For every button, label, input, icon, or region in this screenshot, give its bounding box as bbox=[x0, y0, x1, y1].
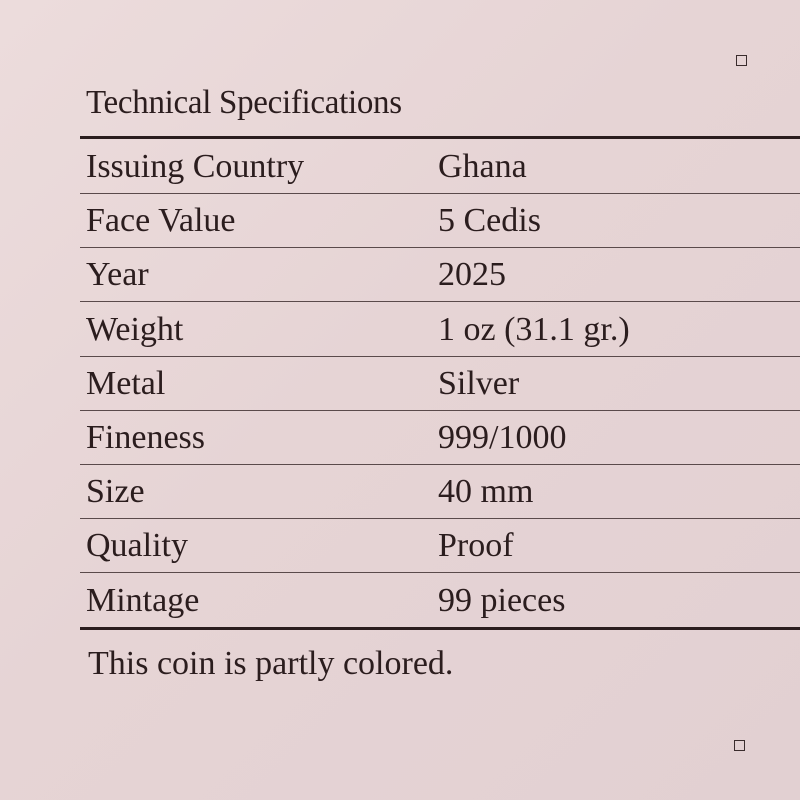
spec-row: Issuing Country Ghana bbox=[80, 140, 800, 194]
row-divider bbox=[80, 301, 800, 303]
spec-row: Mintage 99 pieces bbox=[80, 574, 800, 628]
spec-row: Size 40 mm bbox=[80, 465, 800, 519]
spec-row: Quality Proof bbox=[80, 519, 800, 573]
spec-note: This coin is partly colored. bbox=[88, 645, 454, 682]
spec-label: Size bbox=[86, 473, 145, 511]
spec-label: Fineness bbox=[86, 419, 205, 456]
spec-row: Metal Silver bbox=[80, 357, 800, 411]
spec-label: Quality bbox=[86, 527, 188, 565]
spec-label: Mintage bbox=[86, 581, 200, 619]
row-divider bbox=[80, 409, 800, 411]
spec-row: Weight 1 oz (31.1 gr.) bbox=[80, 303, 800, 357]
spec-label: Year bbox=[86, 256, 149, 294]
spec-row: Year 2025 bbox=[80, 248, 800, 302]
spec-row: Fineness 999/1000 bbox=[80, 411, 800, 465]
spec-value: 999/1000 bbox=[438, 419, 567, 456]
footer-rule bbox=[80, 627, 800, 630]
spec-value: Ghana bbox=[438, 148, 527, 185]
checkbox-icon-bottom bbox=[734, 740, 745, 751]
spec-value: 5 Cedis bbox=[438, 202, 541, 240]
spec-document: Technical Specifications Issuing Country… bbox=[80, 0, 800, 800]
spec-label: Face Value bbox=[86, 202, 236, 240]
row-divider bbox=[80, 464, 800, 465]
header-rule bbox=[80, 136, 800, 139]
spec-label: Metal bbox=[86, 364, 166, 402]
spec-label: Issuing Country bbox=[86, 148, 305, 185]
row-divider bbox=[80, 572, 800, 574]
row-divider bbox=[80, 355, 800, 357]
spec-row: Face Value 5 Cedis bbox=[80, 194, 800, 248]
checkbox-icon-top bbox=[736, 55, 747, 66]
spec-value: 2025 bbox=[438, 256, 506, 294]
row-divider bbox=[80, 247, 800, 249]
spec-value: 40 mm bbox=[438, 473, 534, 511]
spec-value: 1 oz (31.1 gr.) bbox=[438, 310, 630, 348]
spec-value: 99 pieces bbox=[438, 581, 566, 619]
row-divider bbox=[80, 193, 800, 194]
spec-title: Technical Specifications bbox=[86, 84, 402, 121]
row-divider bbox=[80, 518, 800, 520]
spec-label: Weight bbox=[86, 310, 184, 348]
spec-value: Proof bbox=[438, 527, 514, 565]
spec-value: Silver bbox=[438, 364, 520, 402]
